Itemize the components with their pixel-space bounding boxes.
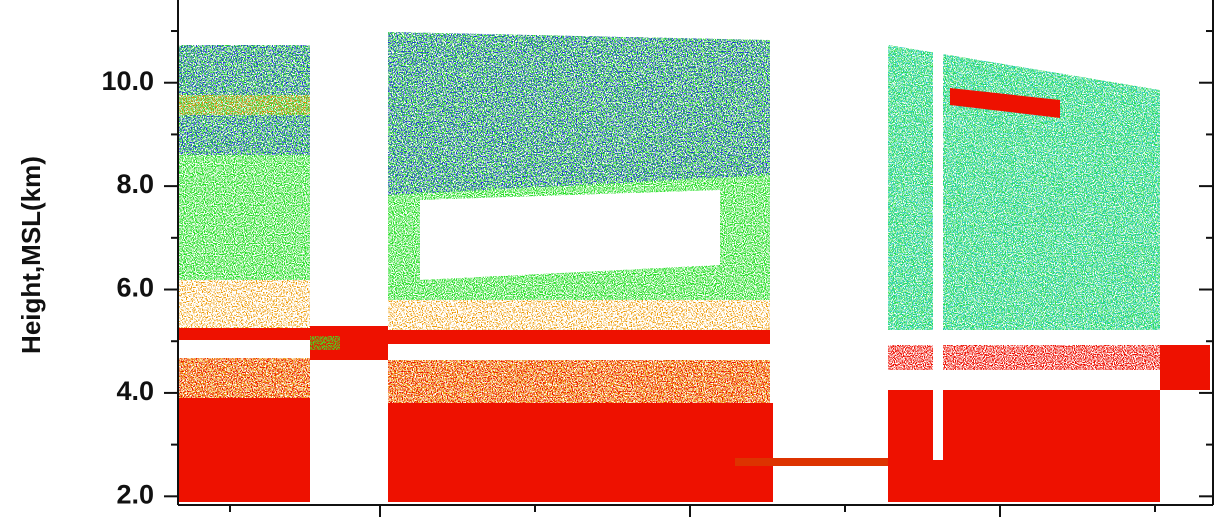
field-region [950,88,1060,118]
data-field [178,32,1210,502]
y-tick-label: 2.0 [116,479,154,509]
field-region [178,358,310,400]
field-region [388,330,770,344]
field-region [388,32,770,195]
y-axis-title: Height,MSL(km) [16,156,46,354]
field-region [178,280,310,330]
field-region [310,336,340,350]
field-region [420,190,720,280]
field-region [388,300,770,330]
field-region [888,345,1160,370]
y-tick-label: 6.0 [116,273,154,303]
y-tick-label: 4.0 [116,376,154,406]
y-tick-label: 8.0 [116,169,154,199]
y-tick-label: 10.0 [101,66,154,96]
x-ticks [229,505,1156,517]
field-region [735,458,888,466]
field-region [888,390,1160,502]
field-region [178,95,310,115]
field-region [388,403,773,502]
field-region [178,328,310,340]
field-region [388,360,770,405]
field-region [1160,345,1210,390]
field-region [178,398,310,502]
field-region [888,45,1160,330]
field-region [933,40,943,460]
